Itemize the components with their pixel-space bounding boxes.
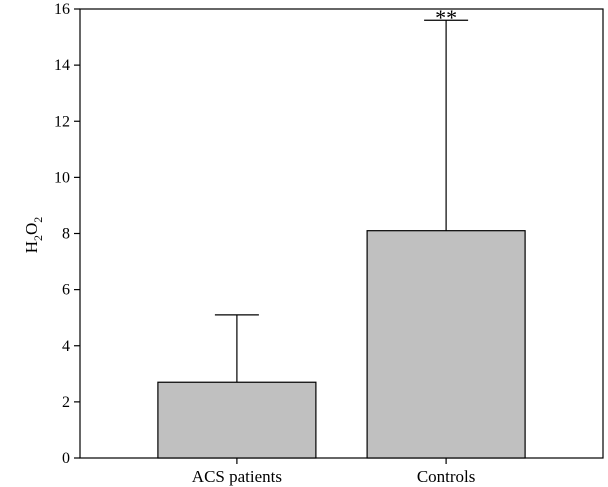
y-tick-label: 0 [62, 450, 70, 467]
y-tick-label: 2 [62, 394, 70, 411]
plot-area: 0 2 4 6 8 10 12 14 16 ACS patients Controls ** [54, 1, 604, 486]
significance-marker: ** [435, 5, 457, 30]
y-axis-label: H2O2 [22, 217, 45, 254]
y-tick-label: 8 [62, 226, 70, 243]
bar [366, 230, 526, 459]
x-tick-label: Controls [417, 467, 476, 486]
y-tick-label: 4 [62, 338, 70, 355]
y-tick-label: 14 [54, 57, 70, 74]
x-tick-label: ACS patients [192, 467, 282, 486]
y-tick-label: 6 [62, 282, 70, 299]
y-tick-label: 10 [54, 169, 70, 186]
y-tick-label: 12 [54, 113, 70, 130]
bar [157, 381, 317, 459]
y-tick-label: 16 [54, 1, 70, 18]
